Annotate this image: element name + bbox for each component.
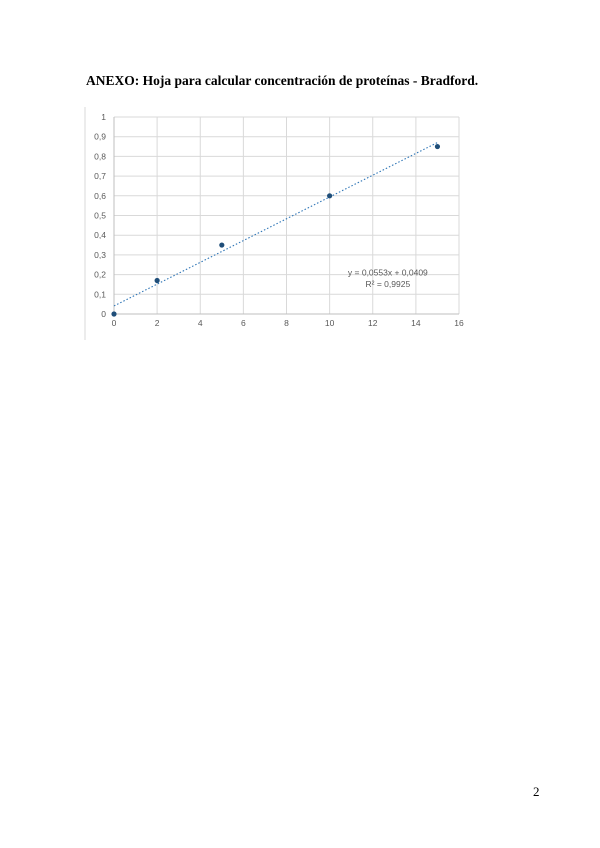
- y-tick-label: 0: [101, 309, 106, 319]
- y-tick-label: 0,4: [94, 230, 106, 240]
- y-tick-label: 0,1: [94, 289, 106, 299]
- y-tick-label: 0,8: [94, 151, 106, 161]
- x-tick-label: 10: [325, 318, 335, 328]
- x-tick-label: 6: [241, 318, 246, 328]
- y-tick-label: 0,7: [94, 171, 106, 181]
- x-tick-label: 16: [454, 318, 464, 328]
- y-tick-label: 0,5: [94, 211, 106, 221]
- y-tick-label: 0,3: [94, 250, 106, 260]
- trendline-r-squared: R² = 0,9925: [366, 279, 411, 289]
- y-tick-label: 0,9: [94, 132, 106, 142]
- x-tick-label: 4: [198, 318, 203, 328]
- x-tick-label: 14: [411, 318, 421, 328]
- y-tick-label: 1: [101, 112, 106, 122]
- page-title: ANEXO: Hoja para calcular concentración …: [86, 73, 479, 88]
- trendline-group: [113, 142, 438, 307]
- bradford-standard-curve-chart: 0 0,1 0,2 0,3 0,4 0,5 0,6 0,7 0,8 0,9 1 0 2 4 6 8 10 12 14…: [84, 107, 474, 340]
- x-tick-label: 8: [284, 318, 289, 328]
- chart-axes: [84, 107, 459, 340]
- x-tick-label: 0: [112, 318, 117, 328]
- page-number: 2: [533, 784, 540, 799]
- x-tick-label: 2: [155, 318, 160, 328]
- tick-labels: 00,10,20,30,40,50,60,70,80,910 2 4 6 8 10 12 14…: [94, 112, 464, 328]
- data-point: [111, 311, 117, 317]
- data-point: [434, 143, 441, 150]
- x-tick-label: 12: [368, 318, 378, 328]
- chart-canvas: 00,10,20,30,40,50,60,70,80,910 2 4 6 8 10 12 14…: [84, 107, 464, 340]
- data-point: [219, 242, 225, 248]
- y-tick-label: 0,2: [94, 270, 106, 280]
- data-points: [111, 143, 441, 317]
- trendline-equation: y = 0,0553x + 0,0409: [348, 268, 428, 278]
- data-point: [327, 193, 333, 199]
- data-point: [154, 277, 160, 284]
- y-tick-label: 0,6: [94, 191, 106, 201]
- chart-grid: [114, 116, 460, 314]
- trendline: [113, 142, 438, 307]
